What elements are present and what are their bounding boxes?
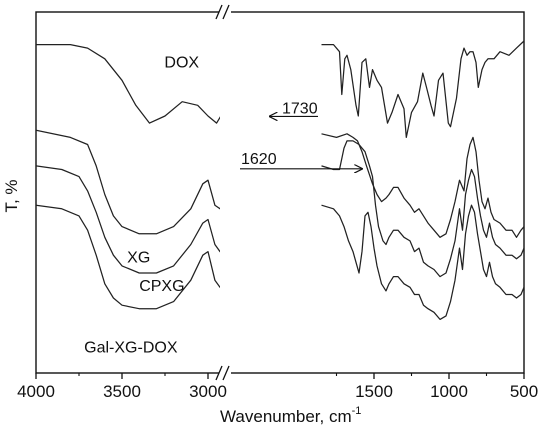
series-xg-segment-2 [321, 133, 524, 238]
break-gap-top [219, 9, 231, 15]
series-dox-segment-1 [36, 43, 220, 124]
series-gal-xg-dox-segment-1 [36, 204, 220, 310]
axis-break-mark-bottom [215, 365, 223, 381]
annotation-label-1730: 1730 [282, 100, 318, 117]
series-label-dox: DOX [164, 54, 199, 71]
x-tick-label: 3000 [189, 382, 227, 401]
series-label-gal-xg-dox: Gal-XG-DOX [84, 339, 178, 356]
annotation-label-1620: 1620 [241, 151, 277, 168]
series-cpxg-segment-2 [321, 140, 524, 278]
x-tick-label: 1500 [355, 382, 393, 401]
x-axis-label: Wavenumber, cm-1 [220, 405, 361, 426]
x-tick-label: 4000 [17, 382, 55, 401]
x-tick-label: 1000 [430, 382, 468, 401]
series-dox-segment-2 [321, 40, 524, 139]
series-xg-segment-1 [36, 129, 220, 235]
x-tick-label: 3500 [103, 382, 141, 401]
axis-break-mark-top [215, 4, 223, 20]
axis-break-mark-bottom [222, 365, 230, 381]
spectrum-curves [36, 40, 524, 321]
plot-frame [35, 4, 525, 381]
series-label-xg: XG [127, 249, 150, 266]
axis-break-mark-top [222, 4, 230, 20]
break-gap-bottom [219, 370, 231, 376]
series-cpxg-segment-1 [36, 165, 220, 274]
series-gal-xg-dox-segment-2 [321, 204, 524, 321]
series-labels: DOX XG CPXG Gal-XG-DOX [84, 54, 199, 356]
y-axis-label: T, % [2, 179, 21, 212]
series-label-cpxg: CPXG [139, 278, 184, 295]
peak-annotations: 1730 1620 [240, 100, 362, 168]
x-axis-ticks: 4000 3500 3000 1500 1000 500 [17, 373, 538, 401]
plot-border [35, 11, 525, 374]
x-tick-label: 500 [510, 382, 538, 401]
